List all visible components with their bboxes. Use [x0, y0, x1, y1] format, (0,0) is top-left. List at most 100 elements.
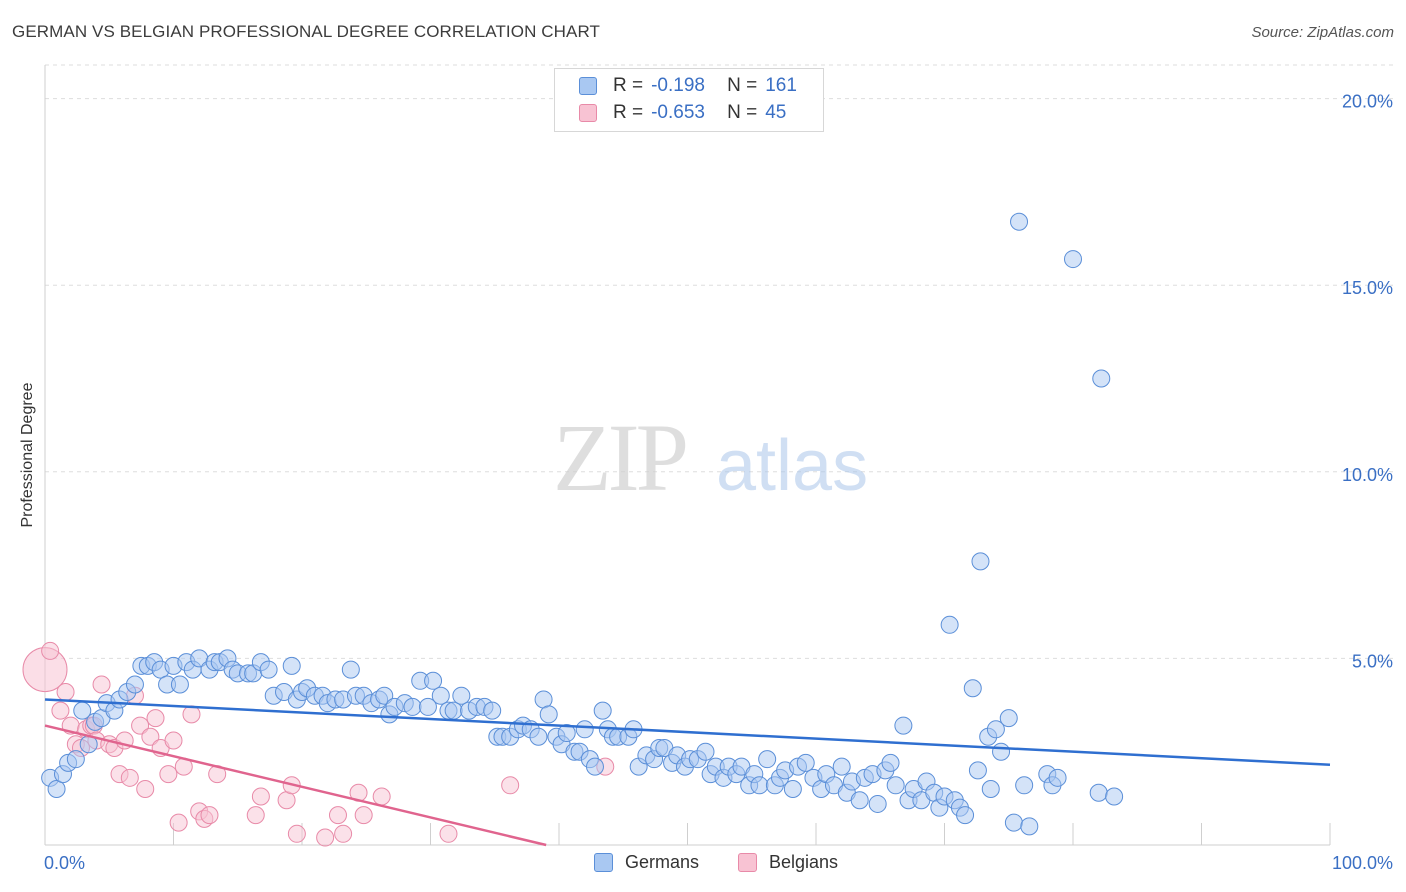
germans-point [259, 660, 278, 679]
belgians-point [41, 641, 60, 660]
y-tick-label: 5.0% [1352, 651, 1393, 671]
germans-point [341, 660, 360, 679]
germans-point [886, 776, 905, 795]
germans-point [452, 686, 471, 705]
germans-point [999, 709, 1018, 728]
belgians-point [277, 791, 296, 810]
germans-points [41, 212, 1124, 836]
belgians-point [328, 806, 347, 825]
germans-point [796, 753, 815, 772]
n-value-belgians: 45 [765, 102, 787, 123]
belgians-point [287, 824, 306, 843]
germans-point [940, 615, 959, 634]
r-value-belgians: -0.653 [651, 102, 705, 123]
germans-point [1015, 776, 1034, 795]
germans-point [1010, 212, 1029, 231]
belgians-point [141, 727, 160, 746]
germans-point [963, 679, 982, 698]
belgians-point [56, 682, 75, 701]
germans-point [418, 697, 437, 716]
germans-point [47, 780, 66, 799]
germans-point [1092, 369, 1111, 388]
belgians-point [159, 765, 178, 784]
germans-point [992, 742, 1011, 761]
germans-swatch [579, 77, 597, 95]
germans-point [758, 750, 777, 769]
germans-point [1089, 783, 1108, 802]
germans-point [444, 701, 463, 720]
germans-point [534, 690, 553, 709]
n-value-germans: 161 [765, 75, 797, 96]
trend-lines [44, 698, 1331, 847]
germans-point [1004, 813, 1023, 832]
germans-point [832, 757, 851, 776]
germans-point [282, 656, 301, 675]
r-value-germans: -0.198 [651, 75, 705, 96]
grid-lines [45, 64, 1395, 659]
germans-point [403, 697, 422, 716]
germans-point [125, 675, 144, 694]
legend-item-germans[interactable]: Germans [594, 852, 699, 873]
germans-point [557, 724, 576, 743]
germans-point [750, 776, 769, 795]
germans-point [986, 720, 1005, 739]
germans-point [868, 794, 887, 813]
germans-point [593, 701, 612, 720]
germans-legend-label: Germans [625, 852, 700, 872]
belgians-trend-line [44, 724, 547, 847]
germans-point [375, 686, 394, 705]
belgians-point [146, 709, 165, 728]
belgians-point [131, 716, 150, 735]
belgians-point [354, 806, 373, 825]
germans-point [424, 671, 443, 690]
belgians-point [120, 768, 139, 787]
germans-point [850, 791, 869, 810]
germans-point [783, 780, 802, 799]
germans-point [1105, 787, 1124, 806]
source-credit: Source: ZipAtlas.com [1251, 24, 1394, 41]
x-tick-label: 100.0% [1332, 853, 1393, 873]
legend-item-belgians[interactable]: Belgians [738, 852, 838, 873]
belgians-legend-label: Belgians [769, 852, 839, 872]
belgians-point [439, 824, 458, 843]
watermark-zip: ZIP [553, 404, 686, 511]
belgians-point [246, 806, 265, 825]
germans-point [968, 761, 987, 780]
y-tick-label: 15.0% [1342, 278, 1393, 298]
germans-point [170, 675, 189, 694]
watermark-atlas: atlas [716, 426, 868, 506]
stats-row-belgians: R = -0.653 N = 45 [579, 101, 786, 125]
belgians-point [334, 824, 353, 843]
germans-point [431, 686, 450, 705]
germans-point [881, 753, 900, 772]
belgians-point [316, 828, 335, 847]
belgians-point [164, 731, 183, 750]
germans-point [1064, 250, 1082, 269]
belgians-point [372, 787, 391, 806]
germans-point [66, 750, 85, 769]
x-tick-label: 0.0% [44, 853, 85, 873]
stats-row-germans: R = -0.198 N = 161 [579, 74, 797, 98]
germans-point [894, 716, 913, 735]
r-label: R = [613, 75, 644, 96]
germans-point [971, 552, 990, 571]
germans-point [696, 742, 715, 761]
belgians-point [169, 813, 188, 832]
y-tick-label: 10.0% [1342, 465, 1393, 485]
germans-legend-swatch [594, 853, 613, 872]
germans-point [575, 720, 594, 739]
tick-labels: 5.0% 10.0% 15.0% 20.0% 0.0% 100.0% [44, 92, 1393, 873]
belgians-point [51, 701, 70, 720]
belgians-swatch [579, 104, 597, 122]
belgians-point [200, 806, 219, 825]
germans-point [981, 780, 1000, 799]
belgians-point [251, 787, 270, 806]
stats-legend: R = -0.198 N = 161 R = -0.653 N = 45 [554, 68, 824, 132]
germans-point [585, 757, 604, 776]
belgians-legend-swatch [738, 853, 757, 872]
belgians-point [92, 675, 111, 694]
chart-title: GERMAN VS BELGIAN PROFESSIONAL DEGREE CO… [12, 22, 601, 41]
belgians-point [501, 776, 520, 795]
germans-point [483, 701, 502, 720]
